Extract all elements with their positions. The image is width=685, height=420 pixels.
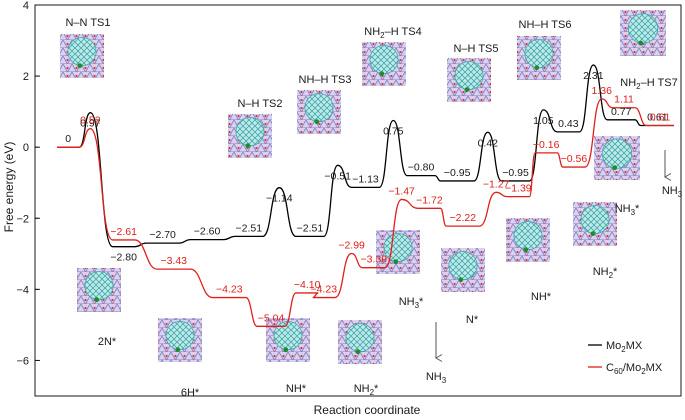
value-label: 0.43 [558,118,579,130]
value-label: −4.10 [294,279,321,291]
structure-label-s-ts7: NH2–H TS7 [620,77,677,91]
value-label: 0.42 [478,137,499,149]
catalyst-structure-icon [77,268,121,312]
structure-labels: N–N TS1 N–H TS2 NH–H TS3 NH2–H TS4 N–H TS5 NH… [65,17,682,399]
y-tick-label: 4 [23,0,29,12]
value-label: 1.11 [614,94,634,106]
value-labels: 0 0.97 −2.80 −2.70 −2.60 −2.51 −1.14 −2.51 −0.51… [65,70,670,324]
structure-label-s-2n: 2N* [98,336,117,348]
value-label: −3.39 [361,254,388,266]
value-label: −0.56 [561,153,588,165]
catalyst-structure-icon [441,248,485,292]
value-label: −2.51 [297,222,324,234]
catalyst-structure-icon [620,10,666,56]
catalyst-structure-icon [376,230,420,274]
value-label: −1.13 [352,173,379,185]
value-label: −2.60 [194,226,221,238]
catalyst-structure-icon [266,318,310,362]
plot-frame [34,4,682,397]
structure-label-s-nh2-b: NH2* [593,266,618,280]
structure-label-s-nh-b: NH* [531,291,552,303]
structure-label-s-nh3-a: NH3* [399,296,424,310]
y-tick-label: −6 [16,355,29,367]
value-label: 0.77 [611,106,632,118]
axes: −6 −4 −2 0 2 4 [16,0,682,397]
structure-label-s-ts2: N–H TS2 [237,98,282,110]
value-label: −2.61 [110,226,137,238]
catalyst-structure-icon [447,58,491,102]
structure-label-s-nh3-gas-a: NH3 [426,371,447,385]
catalyst-structure-icon [362,42,406,86]
value-label: 2.31 [583,70,604,82]
value-label: −1.14 [266,193,293,205]
catalyst-structure-icon [573,202,617,246]
structure-label-s-nh2-a: NH2* [354,383,379,397]
structure-label-s-ts1: N–N TS1 [65,17,110,29]
value-label: −1.72 [416,194,443,206]
value-label: −1.39 [505,183,532,195]
product-arrows [435,150,672,362]
value-label: −5.04 [258,312,285,324]
value-label: 1.05 [533,115,554,127]
structure-label-s-ts6: NH–H TS6 [519,19,572,31]
structure-label-s-n: N* [466,314,479,326]
catalyst-structure-icon [338,320,382,364]
value-label: −4.23 [311,284,338,296]
catalyst-structure-icon [60,34,104,78]
value-label: −0.16 [533,139,560,151]
catalyst-structure-icon [297,90,341,134]
value-label: −2.80 [110,252,137,264]
value-label: 0.52 [80,115,101,127]
catalyst-structure-icon [228,114,272,158]
y-tick-label: −2 [16,213,29,225]
value-label: −2.70 [149,229,176,241]
value-label: −3.43 [160,255,187,267]
y-axis-title: Free energy (eV) [2,142,16,233]
structure-label-s-ts3: NH–H TS3 [299,74,352,86]
legend: Mo2MX C60/Mo2MX [588,340,663,376]
value-label: 0.97 [80,118,101,130]
legend-entry: C60/Mo2MX [606,362,663,376]
catalyst-structure-icon [517,36,561,80]
structure-label-s-nh3-b: NH3* [615,203,640,217]
value-label: −2.99 [338,239,365,251]
structure-label-s-6h: 6H* [181,387,200,399]
catalyst-structure-icon [158,318,202,362]
catalyst-structure-icon [506,218,550,262]
y-tick-label: 2 [23,71,29,83]
value-label: −0.80 [408,162,435,174]
value-label: −0.95 [444,167,471,179]
value-label: −0.51 [324,170,351,182]
structure-label-s-ts4: NH2–H TS4 [364,26,421,40]
value-label: −1.27 [483,178,510,190]
value-label: 0.61 [650,111,671,123]
y-tick-label: −4 [16,284,29,296]
structure-label-s-nh-a: NH* [286,383,307,395]
series-layer [57,64,674,327]
series-line-c60-mo2mx [57,98,674,327]
structure-images [60,10,666,364]
value-label: −2.51 [235,222,262,234]
value-label: 0.61 [647,111,668,123]
value-label: −2.22 [449,212,476,224]
series-line-mo2mx [57,64,674,248]
structure-label-s-ts5: N–H TS5 [453,43,498,55]
legend-entry: Mo2MX [606,340,643,354]
value-label: 1.36 [592,85,613,97]
catalyst-structure-icon [594,136,640,180]
value-label: 0.75 [383,126,404,138]
value-label: −1.47 [388,185,415,197]
y-tick-label: 0 [23,142,29,154]
value-label: −4.23 [216,284,243,296]
structure-label-s-nh3-gas-b: NH3 [662,185,683,199]
x-axis-title: Reaction coordinate [314,403,421,417]
value-label: 0 [65,133,71,145]
value-label: −0.95 [502,167,529,179]
